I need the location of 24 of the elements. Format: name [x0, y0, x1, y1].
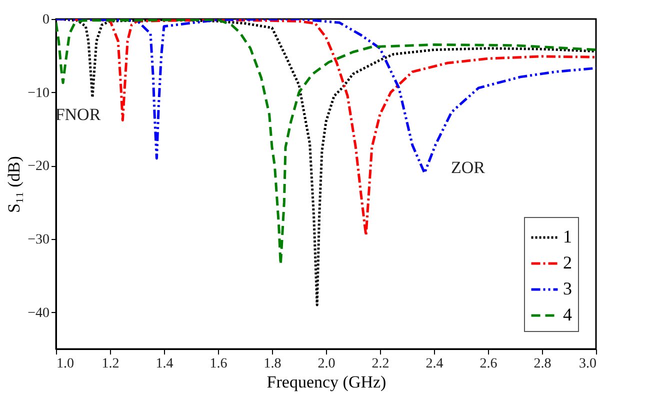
x-tick-label: 2.2	[372, 356, 390, 372]
x-tick-label: 1.8	[264, 356, 282, 372]
legend-label: 4	[563, 304, 572, 324]
line-series	[56, 19, 596, 174]
y-tick-label: −10	[28, 86, 50, 101]
legend-label: 2	[563, 252, 572, 272]
y-tick-label: −40	[28, 306, 50, 321]
x-tick-label: 1.4	[156, 356, 174, 372]
x-tick-label: 1.0	[56, 356, 74, 372]
annotation: ZOR	[451, 158, 486, 177]
x-tick-label: 3.0	[579, 356, 596, 372]
x-tick-label: 2.8	[534, 356, 552, 372]
y-tick-label: 0	[42, 12, 50, 28]
legend-label: 3	[563, 278, 572, 298]
x-tick-label: 1.6	[210, 356, 228, 372]
x-tick-label: 2.6	[480, 356, 498, 372]
legend-label: 1	[563, 226, 572, 246]
y-axis-title: S₁₁ (dB)	[4, 156, 24, 213]
x-tick-label: 2.4	[426, 356, 444, 372]
y-tick-label: −30	[28, 232, 50, 248]
x-tick-label: 1.2	[102, 356, 120, 372]
y-tick-label: −20	[28, 159, 50, 174]
x-axis-title: Frequency (GHz)	[266, 372, 386, 392]
x-tick-label: 2.0	[318, 356, 336, 372]
